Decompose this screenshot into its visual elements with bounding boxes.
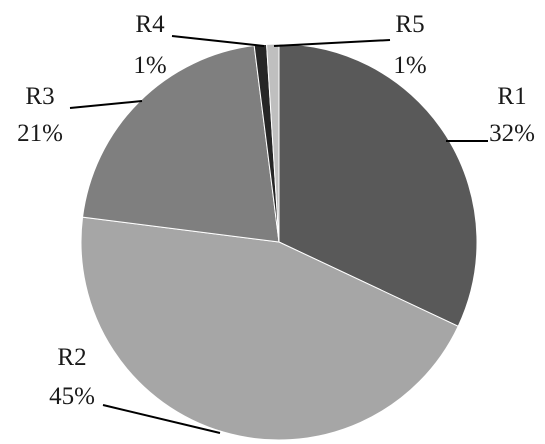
pie-slice-r5 (266, 43, 280, 243)
slices-layer (80, 43, 478, 441)
slice-name-label-r4: R4 (135, 11, 165, 38)
leader-line-r4 (171, 35, 265, 47)
slice-percent-label-r1: 32% (489, 120, 535, 147)
leader-line-r5 (273, 39, 391, 47)
slice-name-label-r3: R3 (25, 83, 54, 110)
labels-layer: R1 32% R2 45% R3 21% R4 1% R5 1% (17, 11, 535, 410)
slice-percent-label-r3: 21% (17, 120, 63, 147)
pie-slice-r2 (80, 216, 459, 441)
slice-percent-label-r2: 45% (49, 383, 95, 410)
slice-name-label-r5: R5 (395, 11, 424, 38)
leader-lines-layer (69, 35, 488, 434)
leader-line-r2 (102, 404, 221, 434)
leader-line-r3 (69, 100, 143, 109)
slice-percent-label-r5: 1% (393, 52, 426, 79)
slice-percent-label-r4: 1% (133, 52, 166, 79)
slice-name-label-r2: R2 (57, 344, 86, 371)
pie-slice-r3 (82, 45, 280, 243)
slice-name-label-r1: R1 (497, 83, 526, 110)
pie-slice-r1 (278, 43, 478, 327)
